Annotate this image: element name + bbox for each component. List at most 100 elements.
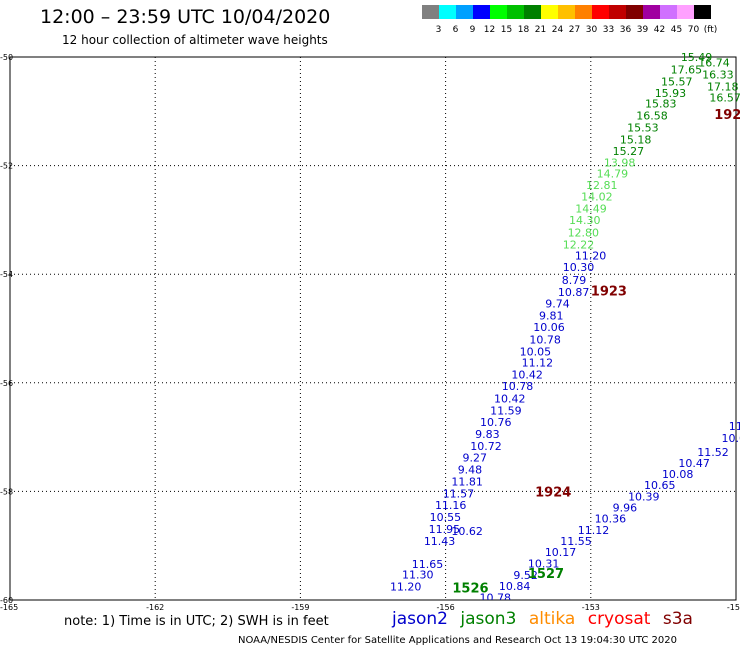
swh-value-label: 16.58 bbox=[636, 110, 668, 123]
scale-swatch bbox=[422, 5, 439, 19]
swh-value-label: 10.06 bbox=[533, 321, 565, 334]
scale-label: 33 bbox=[603, 25, 614, 35]
swh-value-label: 11.2 bbox=[729, 420, 740, 433]
swh-value-label: 10.42 bbox=[494, 393, 526, 406]
swh-value-label: 10.72 bbox=[470, 440, 502, 453]
y-tick-label: -56 bbox=[0, 379, 13, 388]
swh-value-label: 10.42 bbox=[511, 369, 543, 382]
legend-cryosat: cryosat bbox=[587, 609, 651, 629]
scale-label: (ft) bbox=[704, 25, 718, 35]
scale-label: 39 bbox=[637, 25, 649, 35]
y-tick-label: -52 bbox=[0, 162, 13, 171]
swh-value-label: 9.48 bbox=[458, 464, 483, 477]
scale-swatch bbox=[575, 5, 592, 19]
satellite-legend: jason2 jason3 altika cryosat s3a bbox=[392, 609, 700, 629]
swh-value-label: 10.31 bbox=[528, 558, 560, 571]
swh-value-label: 15.93 bbox=[655, 87, 687, 100]
scale-swatch bbox=[592, 5, 609, 19]
scale-label: 45 bbox=[671, 25, 682, 35]
plot-area: -165 -162 -159 -156 -153 -15 -50 -52 -54 -56 -58 -6… bbox=[0, 51, 740, 610]
scale-swatch bbox=[677, 5, 694, 19]
scale-swatch bbox=[660, 5, 677, 19]
swh-value-label: 12.80 bbox=[568, 226, 600, 239]
legend-jason2: jason2 bbox=[392, 609, 448, 629]
swh-value-label: 11.95 bbox=[429, 523, 461, 536]
plot-frame bbox=[9, 56, 737, 601]
pass-time-label: 1527 bbox=[528, 567, 564, 582]
y-tick-label: -60 bbox=[0, 596, 13, 605]
x-tick-label: -153 bbox=[582, 603, 600, 610]
chart-subtitle: 12 hour collection of altimeter wave hei… bbox=[62, 33, 328, 47]
scale-label: 9 bbox=[470, 25, 476, 35]
swh-value-label: 9.74 bbox=[545, 298, 570, 311]
swh-value-label: 8.79 bbox=[562, 274, 587, 287]
footer-credit: NOAA/NESDIS Center for Satellite Applica… bbox=[238, 635, 677, 646]
swh-value-label: 15.49 bbox=[681, 51, 713, 64]
y-tick-label: -50 bbox=[0, 53, 13, 62]
scale-swatch bbox=[490, 5, 507, 19]
scale-label: 18 bbox=[518, 25, 530, 35]
scale-swatch bbox=[473, 5, 490, 19]
scale-swatch bbox=[694, 5, 711, 19]
scale-label: 36 bbox=[620, 25, 632, 35]
color-scale-legend: 3 6 9 12 15 18 21 24 27 30 33 36 39 42 45 70 (ft) bbox=[422, 5, 718, 35]
scale-label: 15 bbox=[501, 25, 512, 35]
x-tick-label: -156 bbox=[437, 603, 455, 610]
swh-value-label: 11.52 bbox=[697, 446, 729, 459]
swh-value-label: 11.55 bbox=[560, 535, 592, 548]
chart-title: 12:00 – 23:59 UTC 10/04/2020 bbox=[40, 6, 331, 28]
swh-value-label: 12.81 bbox=[586, 179, 618, 192]
y-tick-label: -58 bbox=[0, 487, 13, 496]
swh-value-label: 11.30 bbox=[402, 568, 434, 581]
scale-swatch bbox=[439, 5, 456, 19]
x-tick-label: -165 bbox=[0, 603, 18, 610]
swh-value-label: 11.65 bbox=[412, 558, 444, 571]
swh-value-label: 11.59 bbox=[490, 404, 522, 417]
swh-value-label: 15.83 bbox=[645, 98, 677, 111]
swh-value-label: 9.83 bbox=[475, 428, 500, 441]
swh-value-label: 11.57 bbox=[443, 488, 475, 501]
swh-value-label: 10.78 bbox=[502, 380, 534, 393]
swh-value-label: 16.33 bbox=[702, 68, 734, 81]
legend-s3a: s3a bbox=[662, 609, 693, 629]
x-tick-label: -15 bbox=[727, 603, 740, 610]
swh-value-label: 11.12 bbox=[578, 524, 610, 537]
scale-swatch bbox=[558, 5, 575, 19]
x-tick-label: -162 bbox=[146, 603, 164, 610]
scale-swatch bbox=[626, 5, 643, 19]
swh-value-label: 16.57 bbox=[709, 92, 740, 105]
swh-value-label: 14.49 bbox=[575, 202, 607, 215]
scale-label: 21 bbox=[535, 25, 546, 35]
swh-value-label: 10.64 bbox=[721, 432, 740, 445]
swh-value-label: 9.27 bbox=[463, 452, 488, 465]
scale-label: 42 bbox=[654, 25, 665, 35]
scale-label: 24 bbox=[552, 25, 564, 35]
scale-swatch bbox=[541, 5, 558, 19]
swh-value-label: 11.16 bbox=[435, 499, 467, 512]
data-layer: 15.4917.6515.5715.9315.8316.5815.5315.18… bbox=[390, 51, 740, 600]
swh-value-label: 14.30 bbox=[569, 214, 601, 227]
pass-time-label: 1526 bbox=[452, 582, 488, 597]
scale-label: 6 bbox=[453, 25, 459, 35]
scale-swatch bbox=[524, 5, 541, 19]
scale-label: 3 bbox=[436, 25, 442, 35]
swh-value-label: 10.30 bbox=[563, 261, 595, 274]
swh-value-label: 11.20 bbox=[390, 580, 422, 593]
note-text: note: 1) Time is in UTC; 2) SWH is in fe… bbox=[64, 614, 329, 629]
swh-value-label: 9.52 bbox=[513, 569, 538, 582]
swh-value-label: 9.81 bbox=[539, 309, 564, 322]
swh-value-label: 10.39 bbox=[628, 490, 660, 503]
swh-value-label: 10.17 bbox=[545, 546, 577, 559]
legend-jason3: jason3 bbox=[460, 609, 517, 629]
legend-altika: altika bbox=[528, 609, 576, 629]
swh-value-label: 10.36 bbox=[595, 513, 627, 526]
swh-value-label: 11.20 bbox=[575, 250, 607, 263]
pass-time-label: 1924 bbox=[535, 485, 571, 500]
swh-value-label: 12.22 bbox=[563, 238, 595, 251]
swh-value-label: 17.18 bbox=[707, 80, 739, 93]
swh-value-label: 15.18 bbox=[620, 134, 652, 147]
swh-value-label: 9.96 bbox=[613, 502, 638, 515]
scale-label: 12 bbox=[484, 25, 495, 35]
swh-value-label: 14.02 bbox=[581, 191, 613, 204]
scale-label: 30 bbox=[586, 25, 598, 35]
